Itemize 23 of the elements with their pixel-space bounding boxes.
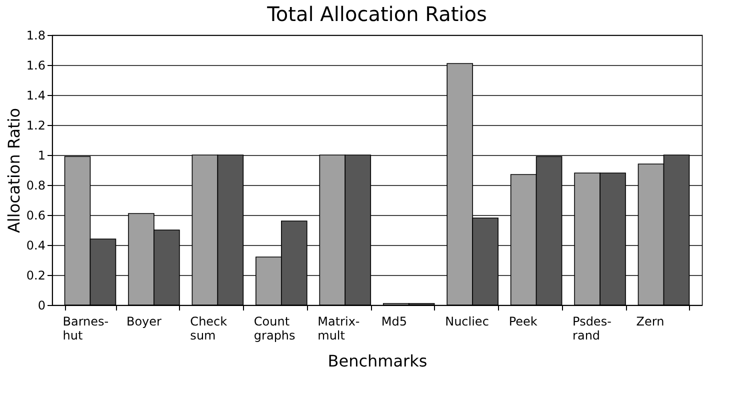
y-tick-label: 0 bbox=[38, 298, 46, 312]
x-tick-label: Matrix- mult bbox=[318, 314, 360, 342]
y-tick-label: 1.8 bbox=[26, 28, 46, 42]
x-tick-label: Count graphs bbox=[254, 314, 296, 342]
y-tick-label: 0.6 bbox=[26, 208, 46, 222]
y-tick-label: 1 bbox=[38, 148, 46, 162]
x-tick-label: Peek bbox=[508, 314, 538, 328]
y-tick-label: 0.2 bbox=[26, 268, 46, 282]
x-tick-label: Barnes- hut bbox=[62, 314, 109, 342]
y-axis-title: Allocation Ratio bbox=[4, 108, 24, 234]
y-tick-label: 1.2 bbox=[26, 118, 46, 132]
x-axis-title: Benchmarks bbox=[328, 352, 428, 370]
x-tick-label: Nucliec bbox=[445, 314, 489, 328]
x-tick-label: Check sum bbox=[190, 314, 228, 342]
y-tick-label: 0.8 bbox=[26, 178, 46, 192]
y-tick-label: 1.4 bbox=[26, 88, 46, 102]
x-tick-label: Md5 bbox=[381, 314, 407, 328]
x-tick-label: Psdes- rand bbox=[572, 314, 612, 342]
y-tick-label: 0.4 bbox=[26, 238, 46, 252]
y-tick-label: 1.6 bbox=[26, 58, 46, 72]
chart-title: Total Allocation Ratios bbox=[266, 2, 487, 26]
x-tick-label: Zern bbox=[636, 314, 664, 328]
x-tick-label: Boyer bbox=[126, 314, 162, 328]
